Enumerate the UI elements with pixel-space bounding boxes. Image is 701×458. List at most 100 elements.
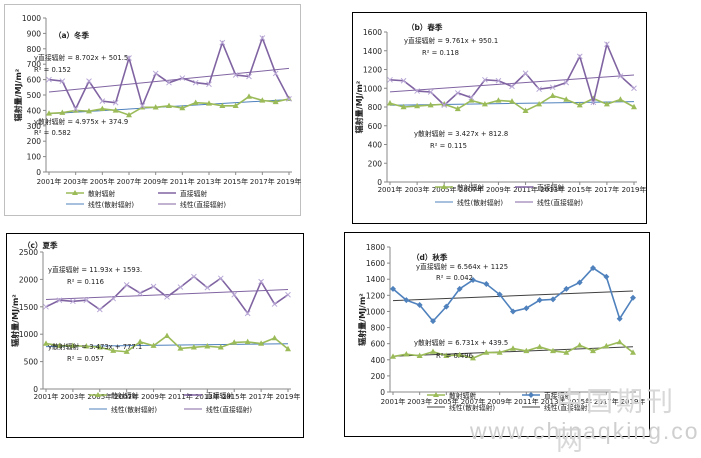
legend-label: 线性(散射辐射) xyxy=(111,405,157,414)
legend-label: 散射辐射 xyxy=(88,189,115,198)
chart-panel-spring: 0 200 400 600 800 1000 1200 1400 1600 2001年 2003年 2… xyxy=(352,12,647,224)
data-point-0 xyxy=(285,345,291,352)
data-point-0 xyxy=(522,107,529,113)
y-tick-label: 1200 xyxy=(366,291,385,300)
y-tick-label: 1600 xyxy=(363,28,382,37)
y-tick-label: 1500 xyxy=(19,303,38,312)
data-point-0 xyxy=(536,100,543,107)
data-point-1 xyxy=(59,78,66,84)
trend-equation: y散射辐射 = 3.473x + 777.1 xyxy=(48,342,142,351)
y-axis-label: 辐射量/MJ/m² xyxy=(10,294,20,347)
data-point-1 xyxy=(416,302,423,308)
data-point-1 xyxy=(630,294,636,301)
legend-marker xyxy=(528,392,534,398)
data-point-0 xyxy=(217,344,224,350)
y-tick-label: 100 xyxy=(27,153,42,162)
x-tick-label: 2013年 xyxy=(197,177,222,186)
data-point-1 xyxy=(137,290,143,296)
data-point-0 xyxy=(536,343,543,350)
x-tick-label: 2009年 xyxy=(141,392,166,401)
legend-marker xyxy=(441,184,447,189)
y-tick-label: 1800 xyxy=(366,243,385,252)
x-tick-label: 2003年 xyxy=(405,185,430,194)
trend-equation: y散射辐射 = 6.731x + 439.5 xyxy=(414,338,508,347)
x-tick-label: 2019年 xyxy=(276,392,301,401)
data-point-0 xyxy=(190,344,197,350)
data-point-1 xyxy=(387,76,393,83)
data-point-0 xyxy=(110,347,117,353)
x-tick-label: 2017年 xyxy=(249,392,274,401)
legend-label: 散射辐射 xyxy=(449,391,476,400)
panel-border xyxy=(344,232,650,437)
data-point-1 xyxy=(152,70,159,77)
data-point-0 xyxy=(219,102,226,108)
x-tick-label: 2001年 xyxy=(37,177,62,186)
data-point-0 xyxy=(137,338,144,345)
x-tick-label: 2007年 xyxy=(117,177,142,186)
x-tick-label: 2001年 xyxy=(34,392,59,401)
x-tick-label: 2011年 xyxy=(513,185,538,194)
data-point-1 xyxy=(112,99,119,106)
x-tick-label: 2011年 xyxy=(170,177,195,186)
data-point-0 xyxy=(166,102,172,108)
y-tick-label: 2500 xyxy=(19,248,38,257)
data-point-1 xyxy=(509,83,515,90)
data-point-1 xyxy=(495,77,502,84)
data-point-1 xyxy=(72,106,79,112)
x-tick-label: 2015年 xyxy=(223,177,248,186)
x-tick-label: 2007年 xyxy=(459,185,484,194)
data-point-1 xyxy=(83,297,90,304)
data-point-0 xyxy=(390,353,396,359)
data-point-0 xyxy=(510,345,516,351)
x-tick-label: 2001年 xyxy=(378,185,403,194)
data-point-0 xyxy=(112,107,119,113)
data-point-1 xyxy=(616,315,623,322)
data-point-1 xyxy=(522,70,529,77)
data-point-0 xyxy=(441,100,448,107)
data-point-0 xyxy=(576,101,583,108)
chart-panel-summer: 050010001500200025002001年2003年2005年2007年… xyxy=(6,233,304,438)
y-tick-label: 500 xyxy=(27,91,42,100)
data-point-0 xyxy=(206,100,212,106)
data-point-1 xyxy=(271,301,278,307)
data-point-0 xyxy=(496,349,503,355)
trend-r2: R² = 0.057 xyxy=(67,355,104,363)
x-tick-label: 2015年 xyxy=(567,185,592,194)
data-point-0 xyxy=(123,348,130,354)
data-point-0 xyxy=(99,105,106,112)
data-point-0 xyxy=(179,104,186,111)
data-point-1 xyxy=(482,76,488,83)
trendline-1 xyxy=(48,67,290,93)
data-point-0 xyxy=(456,351,463,358)
data-point-0 xyxy=(617,96,624,102)
y-tick-label: 1400 xyxy=(363,47,382,56)
legend-label: 线性(散射辐射) xyxy=(457,198,503,207)
legend-label: 直接辐射 xyxy=(180,189,207,198)
trendline-1 xyxy=(45,289,289,301)
data-point-1 xyxy=(414,88,420,94)
data-point-0 xyxy=(272,98,279,105)
x-tick-label: 2015年 xyxy=(222,392,247,401)
legend-label: 线性(散射辐射) xyxy=(88,200,134,209)
data-point-1 xyxy=(246,73,252,80)
data-point-0 xyxy=(550,347,556,354)
data-point-0 xyxy=(258,340,265,346)
trend-r2: R² = 0.582 xyxy=(34,129,71,137)
data-point-0 xyxy=(192,99,199,105)
data-point-1 xyxy=(56,297,63,304)
data-point-1 xyxy=(549,84,556,91)
data-point-0 xyxy=(400,103,407,110)
data-point-0 xyxy=(231,339,238,345)
y-tick-label: 800 xyxy=(368,103,383,112)
legend-label: 直接辐射 xyxy=(537,183,564,192)
panel-border xyxy=(6,233,304,438)
data-point-1 xyxy=(604,41,610,48)
data-point-0 xyxy=(83,343,90,349)
data-point-1 xyxy=(217,275,224,282)
trend-r2: R² = 0.496 xyxy=(436,352,473,360)
y-tick-label: 500 xyxy=(24,358,39,367)
legend-label: 线性(直接辐射) xyxy=(180,200,226,209)
y-tick-label: 1000 xyxy=(363,84,382,93)
x-tick-label: 2015年 xyxy=(567,397,592,406)
